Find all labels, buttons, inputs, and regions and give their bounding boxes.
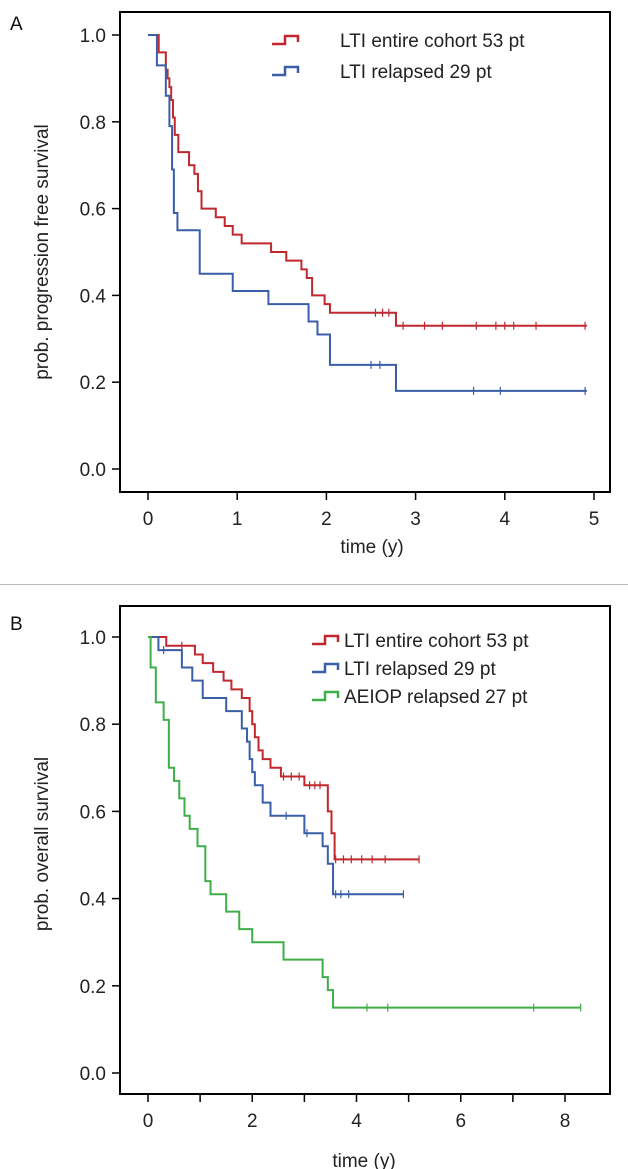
y-tick-label: 0.6 bbox=[80, 802, 106, 823]
y-tick-label: 0.4 bbox=[80, 286, 107, 307]
x-axis-label: time (y) bbox=[332, 1151, 395, 1169]
x-tick-label: 2 bbox=[247, 1111, 258, 1132]
series-line-2 bbox=[148, 34, 587, 392]
y-tick-label: 0.2 bbox=[80, 977, 106, 998]
series-line-1 bbox=[148, 636, 420, 861]
panel-b: B prob. overall survival time (y) 0 2 4 6 8 0… bbox=[0, 586, 628, 1169]
x-tick-label: 0 bbox=[143, 509, 154, 530]
x-tick-label: 5 bbox=[589, 509, 600, 530]
plot-frame bbox=[119, 605, 611, 1095]
y-tick-label: 0.0 bbox=[80, 460, 106, 481]
panel-letter-b: B bbox=[10, 614, 23, 635]
y-tick-label: 0.8 bbox=[80, 715, 106, 736]
y-axis-label: prob. progression free survival bbox=[32, 124, 53, 380]
y-tick-label: 1.0 bbox=[80, 628, 106, 649]
x-axis-label: time (y) bbox=[340, 537, 403, 558]
series-line-1 bbox=[148, 34, 587, 327]
panel-divider bbox=[0, 584, 628, 585]
panel-a: A prob. progression free survival time (… bbox=[10, 11, 611, 558]
x-tick-label: 3 bbox=[410, 509, 421, 530]
x-tick-label: 0 bbox=[143, 1111, 154, 1132]
x-tick-label: 2 bbox=[321, 509, 332, 530]
panel-letter-a: A bbox=[10, 14, 23, 35]
series-line-2 bbox=[148, 636, 404, 896]
os-chart: B prob. overall survival time (y) 0 2 4 6 8 0… bbox=[10, 605, 611, 1169]
y-tick-label: 0.0 bbox=[80, 1064, 106, 1085]
legend-label: LTI entire cohort 53 pt bbox=[340, 31, 525, 52]
series-line-3 bbox=[148, 636, 581, 1009]
legend-swatch bbox=[272, 34, 300, 46]
legend-label: LTI relapsed 29 pt bbox=[340, 62, 492, 83]
y-axis-label: prob. overall survival bbox=[32, 757, 53, 931]
x-tick-label: 6 bbox=[455, 1111, 466, 1132]
y-tick-label: 1.0 bbox=[80, 26, 106, 47]
plot-frame bbox=[119, 11, 611, 493]
legend-swatch bbox=[272, 65, 300, 77]
y-tick-label: 0.8 bbox=[80, 113, 106, 134]
legend-label: AEIOP relapsed 27 pt bbox=[344, 687, 528, 708]
y-tick-label: 0.6 bbox=[80, 200, 106, 221]
y-tick-label: 0.4 bbox=[80, 890, 107, 911]
legend-swatch bbox=[312, 690, 340, 702]
legend-swatch bbox=[312, 662, 340, 674]
pfs-chart: A prob. progression free survival time (… bbox=[10, 11, 611, 558]
x-tick-label: 1 bbox=[232, 509, 243, 530]
x-tick-label: 4 bbox=[500, 509, 511, 530]
x-tick-label: 8 bbox=[560, 1111, 571, 1132]
legend-label: LTI entire cohort 53 pt bbox=[344, 631, 529, 652]
y-tick-label: 0.2 bbox=[80, 373, 106, 394]
x-tick-label: 4 bbox=[351, 1111, 362, 1132]
legend-label: LTI relapsed 29 pt bbox=[344, 659, 496, 680]
legend-swatch bbox=[312, 634, 340, 646]
